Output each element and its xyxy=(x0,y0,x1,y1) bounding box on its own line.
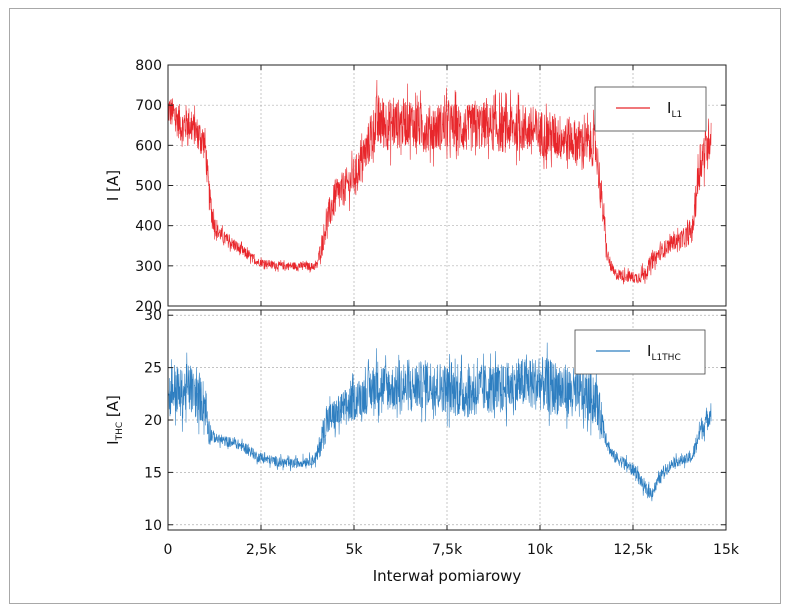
x-tick-label: 0 xyxy=(164,542,173,558)
x-tick-label: 12,5k xyxy=(613,542,653,558)
y-tick-label: 400 xyxy=(135,219,162,235)
panel-1: 200 300 400 500 600 700 800 I [A] IL1 xyxy=(104,58,727,315)
legend-label: IL1THC xyxy=(647,342,681,363)
figure-frame xyxy=(9,8,781,604)
legend: IL1 xyxy=(594,86,707,132)
x-tick-label: 2,5k xyxy=(246,542,277,558)
y-tick-label: 500 xyxy=(135,179,162,195)
legend-box xyxy=(594,86,707,132)
y-axis-label: I [A] xyxy=(104,170,122,201)
series-line-IL1 xyxy=(167,79,712,285)
x-tick-label: 7,5k xyxy=(432,542,463,558)
x-tick-label: 15k xyxy=(713,542,740,558)
series-line-IL1THC xyxy=(167,342,712,502)
panel-2: 10 15 20 25 30 0 2,5k 5k 7,5k 10k 12,5k 15k Interwał… xyxy=(104,308,740,585)
y-tick-label: 25 xyxy=(144,361,162,377)
y-tick-label: 20 xyxy=(144,413,162,429)
legend-label: IL1 xyxy=(667,99,682,120)
y-tick-label: 200 xyxy=(135,299,162,315)
x-tick-label: 5k xyxy=(345,542,363,558)
y-tick-label: 15 xyxy=(144,465,162,481)
y-axis-label: ITHC [A] xyxy=(104,395,125,445)
y-tick-label: 30 xyxy=(144,308,162,324)
y-tick-label: 600 xyxy=(135,138,162,154)
y-tick-label: 700 xyxy=(135,98,162,114)
x-axis-label: Interwał pomiarowy xyxy=(373,567,522,585)
legend: IL1THC xyxy=(574,329,706,375)
y-tick-label: 10 xyxy=(144,518,162,534)
y-tick-label: 800 xyxy=(135,58,162,74)
y-tick-label: 300 xyxy=(135,259,162,275)
legend-box xyxy=(574,329,706,375)
x-tick-label: 10k xyxy=(527,542,554,558)
